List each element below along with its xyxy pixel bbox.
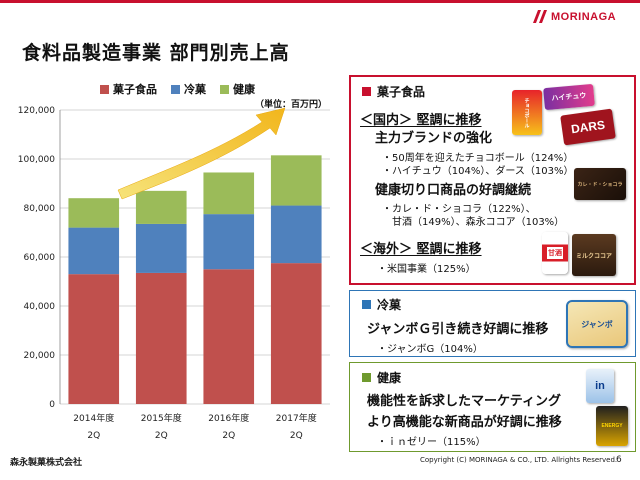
in-jelly-pouch-image: in <box>586 369 614 403</box>
x-tick-label: 2Q <box>87 431 100 441</box>
confectionery-panel <box>349 75 636 285</box>
bar-segment <box>135 223 187 273</box>
x-tick-label: 2017年度 <box>276 412 317 424</box>
legend-label: 菓子食品 <box>113 83 157 96</box>
health-angle-line: 健康切り口商品の好調継続 <box>375 183 532 198</box>
product-label: カレ・ド・ショコラ <box>577 181 623 188</box>
legend-item-frozen: 冷菓 <box>171 81 206 97</box>
brand-name: MORINAGA <box>551 10 617 23</box>
x-tick-label: 2014年度 <box>73 412 114 424</box>
heading-square-icon <box>362 87 371 96</box>
morinaga-angel-icon <box>533 10 547 23</box>
legend-label: 健康 <box>233 83 255 96</box>
overseas-subheading: ＜海外＞ 堅調に推移 <box>360 242 482 257</box>
company-name: 森永製菓株式会社 <box>10 458 83 468</box>
y-tick-label: 100,000 <box>18 155 55 165</box>
bar-segment <box>135 272 187 404</box>
y-tick-label: 80,000 <box>24 204 56 214</box>
x-axis-labels: 2014年度 2Q 2015年度 2Q 2016年度 2Q 2017年度 2Q <box>73 412 316 441</box>
bar-segment <box>203 269 255 404</box>
y-tick-label: 40,000 <box>24 302 56 312</box>
confectionery-heading: 菓子食品 <box>362 83 425 100</box>
bar-segment <box>68 227 120 275</box>
product-label: 甘酒 <box>547 247 563 259</box>
jumbo-item: ・ジャンボG（104%） <box>377 344 483 355</box>
growth-arrow-icon <box>117 107 286 200</box>
morinaga-logo: MORINAGA <box>533 10 616 23</box>
health-heading: 健康 <box>362 369 401 386</box>
heading-square-icon <box>362 373 371 382</box>
bar-segment <box>68 274 120 404</box>
unit-label: （単位：百万円） <box>255 100 328 110</box>
bar-segment <box>203 172 255 215</box>
product-label: ハイチュウ <box>551 92 587 103</box>
cocoa-package-image: ミルクココア <box>572 234 616 276</box>
bar-segment <box>135 190 187 224</box>
y-tick-label: 120,000 <box>18 106 55 116</box>
page-number: 6 <box>616 455 622 465</box>
bar-segment <box>270 155 322 206</box>
jumbo-ice-cream-image: ジャンボ <box>566 300 628 348</box>
hichew-dars-item: ・ハイチュウ（104%）、ダース（103%） <box>382 166 574 177</box>
y-axis-ticks: 0 20,000 40,000 60,000 80,000 100,000 120,000 <box>18 106 55 410</box>
bar-segment <box>270 263 322 404</box>
bar-segment <box>68 198 120 228</box>
carre-item: ・カレ・ド・ショコラ（122%）、 <box>382 204 536 215</box>
chocoball-item: ・50周年を迎えたチョコボール（124%） <box>382 153 574 164</box>
panel-title: 菓子食品 <box>377 85 426 99</box>
carre-package-image: カレ・ド・ショコラ <box>574 168 626 200</box>
amazake-can-image: 甘酒 <box>542 232 568 274</box>
product-label: チョコボール <box>523 97 530 128</box>
x-tick-label: 2Q <box>155 431 168 441</box>
marketing-line: 機能性を訴求したマーケティング <box>367 394 561 409</box>
x-tick-label: 2Q <box>222 431 235 441</box>
legend-item-health: 健康 <box>220 81 255 97</box>
bar-segment <box>270 205 322 264</box>
legend-label: 冷菓 <box>184 83 206 96</box>
bar-segment <box>203 214 255 270</box>
legend-swatch-confectionery <box>100 84 109 94</box>
us-business-item: ・米国事業（125%） <box>377 264 476 275</box>
chocoball-package-image: チョコボール <box>512 90 542 135</box>
x-tick-label: 2016年度 <box>208 412 249 424</box>
chart-legend: 菓子食品 冷菓 健康 <box>100 81 255 97</box>
legend-swatch-frozen <box>171 84 180 94</box>
x-tick-label: 2015年度 <box>141 412 182 424</box>
y-tick-label: 0 <box>49 400 55 410</box>
product-sublabel: ENERGY <box>601 423 623 429</box>
in-jelly-item: ・ｉｎゼリー（115%） <box>377 437 486 448</box>
panel-title: 冷菓 <box>377 298 402 312</box>
y-tick-label: 20,000 <box>24 351 56 361</box>
domestic-subheading: ＜国内＞ 堅調に推移 <box>360 113 482 128</box>
legend-item-confectionery: 菓子食品 <box>100 81 157 97</box>
product-label: ミルクココア <box>575 253 612 260</box>
page-title: 食料品製造事業 部門別売上高 <box>22 42 290 64</box>
in-jelly-energy-image: ENERGY <box>596 406 628 446</box>
brand-strength-line: 主力ブランドの強化 <box>375 131 493 146</box>
health-panel <box>349 362 636 452</box>
frozen-panel <box>349 290 636 357</box>
chart-bars <box>68 155 322 404</box>
product-label: DARS <box>570 117 606 137</box>
copyright-text: Copyright (C) MORINAGA & CO., LTD. Allri… <box>420 456 618 464</box>
heading-square-icon <box>362 300 371 309</box>
new-products-line: より高機能な新商品が好調に推移 <box>367 415 562 430</box>
frozen-heading: 冷菓 <box>362 296 401 313</box>
product-label: ジャンボ <box>581 319 613 329</box>
y-tick-label: 60,000 <box>24 253 56 263</box>
product-label: in <box>595 380 605 392</box>
top-rule <box>0 0 640 3</box>
x-tick-label: 2Q <box>290 431 303 441</box>
jumbo-line: ジャンボＧ引き続き好調に推移 <box>367 322 549 337</box>
panel-title: 健康 <box>377 371 402 385</box>
legend-swatch-health <box>220 84 229 94</box>
amazake-cocoa-item: 甘酒（149%）、森永ココア（103%） <box>392 217 565 228</box>
hichew-package-image: ハイチュウ <box>543 83 595 111</box>
